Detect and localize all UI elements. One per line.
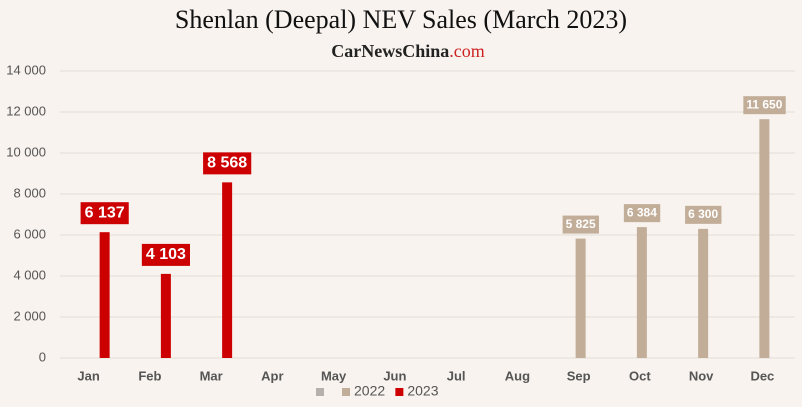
data-label-box bbox=[80, 202, 129, 225]
source-name: CarNewsChina bbox=[331, 41, 449, 61]
x-tick-label: Dec bbox=[750, 368, 774, 383]
data-label-box bbox=[685, 205, 722, 224]
x-tick-label: Jan bbox=[77, 368, 99, 383]
y-tick-label: 10 000 bbox=[6, 144, 46, 159]
data-label: 8 568 bbox=[207, 155, 247, 172]
data-label: 6 137 bbox=[85, 204, 125, 221]
data-label-box bbox=[562, 215, 599, 234]
x-tick-label: Aug bbox=[505, 368, 530, 383]
x-tick-label: Sep bbox=[567, 368, 591, 383]
legend-label: 2023 bbox=[407, 383, 438, 399]
x-tick-label: Oct bbox=[629, 368, 651, 383]
bar bbox=[636, 227, 647, 358]
legend-swatch bbox=[395, 388, 404, 396]
data-label: 6 384 bbox=[627, 205, 657, 219]
source-domain: .com bbox=[449, 41, 485, 61]
x-tick-label: Feb bbox=[138, 368, 161, 383]
y-tick-label: 2 000 bbox=[13, 308, 46, 323]
legend-label: 2022 bbox=[354, 383, 385, 399]
data-label: 5 825 bbox=[566, 217, 596, 231]
legend-swatch bbox=[342, 388, 350, 396]
data-label: 11 650 bbox=[746, 97, 782, 111]
y-tick-label: 14 000 bbox=[6, 62, 46, 77]
y-tick-label: 12 000 bbox=[6, 103, 46, 118]
bar bbox=[222, 182, 233, 358]
y-tick-label: 6 000 bbox=[13, 226, 46, 241]
y-tick-label: 8 000 bbox=[13, 185, 46, 200]
bar bbox=[160, 273, 171, 358]
data-label-box bbox=[743, 96, 786, 115]
data-label-box bbox=[203, 152, 252, 175]
y-tick-label: 0 bbox=[39, 349, 46, 364]
x-tick-label: Jul bbox=[447, 368, 466, 383]
x-tick-label: Apr bbox=[261, 368, 283, 383]
chart-title: Shenlan (Deepal) NEV Sales (March 2023) bbox=[175, 5, 627, 34]
data-label-box bbox=[623, 204, 661, 223]
x-tick-label: Nov bbox=[689, 368, 714, 383]
source: CarNewsChina.com bbox=[331, 41, 485, 61]
data-label: 4 103 bbox=[146, 246, 186, 263]
bar bbox=[759, 119, 770, 358]
data-label-box bbox=[141, 243, 190, 266]
bar bbox=[575, 238, 586, 358]
x-tick-label: Jun bbox=[383, 368, 406, 383]
data-label: 6 300 bbox=[688, 207, 718, 221]
bar bbox=[99, 232, 110, 358]
y-tick-label: 4 000 bbox=[13, 267, 46, 282]
x-tick-label: May bbox=[321, 368, 347, 383]
legend-swatch bbox=[316, 388, 324, 396]
x-tick-label: Mar bbox=[200, 368, 223, 383]
bar bbox=[698, 228, 709, 358]
